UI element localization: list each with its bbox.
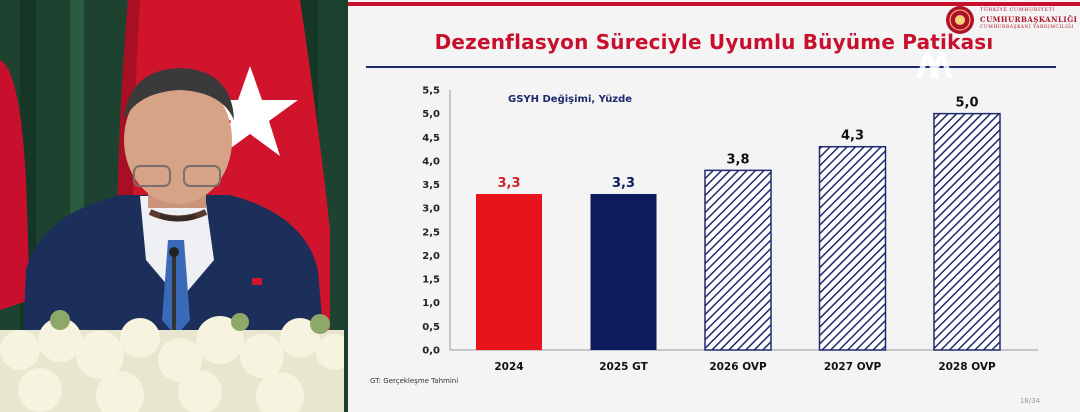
footnote: GT: Gerçekleşme Tahmini — [370, 377, 459, 385]
slide-top-border — [348, 2, 1080, 6]
category-labels: 2024 2025 GT 2026 OVP 2027 OVP 2028 OVP — [494, 361, 996, 373]
flag-star-icon — [202, 66, 298, 156]
value-label: 3,3 — [497, 176, 520, 191]
hair — [124, 68, 234, 120]
speaker-scene — [0, 0, 344, 412]
category-label: 2024 — [494, 361, 523, 373]
bars — [476, 112, 1001, 351]
value-label: 4,3 — [841, 129, 864, 144]
y-tick-label: 0,5 — [422, 322, 440, 333]
y-tick-label: 4,0 — [422, 156, 440, 167]
y-tick-label: 2,0 — [422, 251, 440, 262]
category-label: 2027 OVP — [824, 361, 882, 373]
y-tick-label: 0,0 — [422, 346, 440, 357]
bar-2026-ovp — [704, 169, 772, 351]
aa-watermark-icon: AA — [916, 52, 953, 78]
page-number: 18/34 — [1019, 397, 1040, 405]
value-label: 5,0 — [955, 96, 978, 111]
y-tick-label: 1,5 — [422, 275, 440, 286]
glasses-icon — [133, 165, 171, 187]
presidency-logo: TÜRKİYE CUMHURİYETİ CUMHURBAŞKANLIĞI CUM… — [944, 4, 1078, 36]
slide-title: Dezenflasyon Süreciyle Uyumlu Büyüme Pat… — [434, 30, 994, 54]
gdp-growth-bar-chart: GSYH Değişimi, Yüzde 0,0 0,5 1,0 1,5 2,0 2,5 3… — [422, 86, 1038, 373]
y-tick-label: 4,5 — [422, 133, 440, 144]
bar-2025-gt — [590, 194, 657, 350]
bar-2024 — [476, 194, 542, 350]
y-tick-label: 3,5 — [422, 180, 440, 191]
bar-2027-ovp — [818, 145, 887, 351]
speaker-video-panel — [0, 0, 344, 412]
category-label: 2026 OVP — [709, 361, 767, 373]
y-tick-label: 3,0 — [422, 204, 440, 215]
y-tick-label: 5,5 — [422, 86, 440, 97]
presidency-seal-icon — [946, 6, 974, 34]
flag-pin-icon — [252, 278, 262, 285]
chart-subtitle: GSYH Değişimi, Yüzde — [508, 93, 632, 105]
org-line-presidency: CUMHURBAŞKANLIĞI — [980, 15, 1078, 24]
category-label: 2025 GT — [599, 361, 648, 373]
bar-2028-ovp — [933, 112, 1001, 351]
speaker-head — [124, 76, 232, 204]
flower-arrangement — [0, 310, 344, 412]
y-tick-label: 5,0 — [422, 109, 440, 120]
value-label: 3,8 — [726, 152, 749, 167]
org-line-country: TÜRKİYE CUMHURİYETİ — [980, 7, 1055, 13]
presentation-slide: TÜRKİYE CUMHURİYETİ CUMHURBAŞKANLIĞI CUM… — [348, 0, 1080, 412]
category-label: 2028 OVP — [938, 361, 996, 373]
value-label: 3,3 — [612, 176, 635, 191]
y-tick-label: 1,0 — [422, 298, 440, 309]
value-labels: 3,3 3,3 3,8 4,3 5,0 — [497, 96, 978, 191]
y-tick-label: 2,5 — [422, 227, 440, 238]
flag-left-icon — [0, 60, 30, 310]
title-divider — [366, 66, 1056, 68]
y-tick-labels: 0,0 0,5 1,0 1,5 2,0 2,5 3,0 3,5 4,0 4,5 5,0 5,5 — [422, 86, 440, 357]
org-line-vice-presidency: CUMHURBAŞKANI YARDIMCILIĞI — [980, 25, 1074, 30]
